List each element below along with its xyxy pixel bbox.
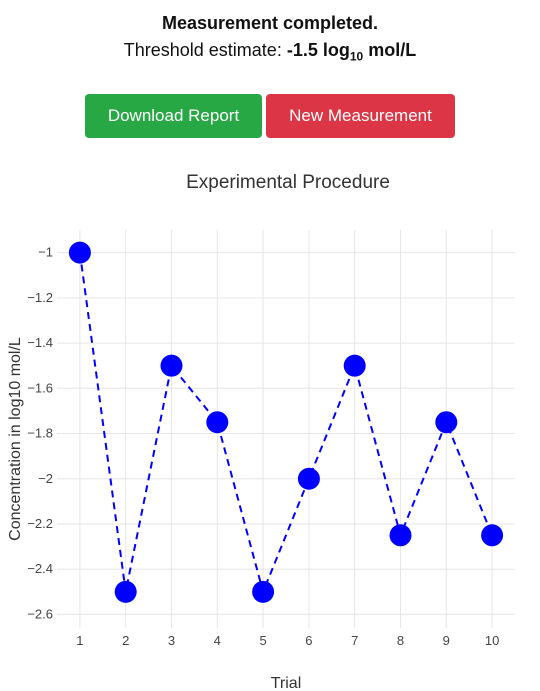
threshold-label: Threshold estimate: [123, 40, 287, 60]
data-point [114, 580, 137, 603]
series-layer [68, 241, 504, 603]
x-tick-label: 8 [397, 633, 404, 648]
x-tick-label: 9 [443, 633, 450, 648]
y-tick-label: −2.2 [27, 516, 53, 531]
data-point [343, 354, 366, 377]
threshold-unit-suffix: mol/L [363, 40, 417, 60]
y-axis-label: Concentration in log10 mol/L [7, 337, 24, 541]
y-tick-label: −2 [38, 471, 53, 486]
series-line [78, 252, 494, 595]
data-point [160, 354, 183, 377]
action-buttons: Download Report New Measurement [0, 94, 540, 138]
threshold-unit-prefix: log [322, 40, 350, 60]
threshold-estimate: Threshold estimate: -1.5 log10 mol/L [0, 36, 540, 71]
data-point [252, 580, 275, 603]
y-tick-labels: −1 −1.2 −1.4 −1.6 −1.8 −2 −2.2 −2.4 −2.6 [27, 245, 53, 622]
chart-title: Experimental Procedure [186, 172, 390, 193]
status-panel: Measurement completed. Threshold estimat… [0, 10, 540, 71]
x-axis-label: Trial [271, 675, 302, 691]
download-report-button[interactable]: Download Report [85, 94, 262, 138]
x-tick-label: 1 [76, 633, 83, 648]
new-measurement-button[interactable]: New Measurement [266, 94, 455, 138]
data-point [206, 411, 229, 434]
grid-layer [57, 230, 515, 628]
data-point [481, 524, 504, 547]
y-tick-label: −1.8 [27, 426, 53, 441]
threshold-value: -1.5 [286, 40, 318, 60]
y-tick-label: −2.4 [27, 561, 53, 576]
data-point [389, 524, 412, 547]
x-tick-label: 7 [351, 633, 358, 648]
x-tick-label: 3 [168, 633, 175, 648]
x-tick-label: 4 [214, 633, 221, 648]
x-tick-label: 6 [305, 633, 312, 648]
y-tick-label: −1.2 [27, 290, 53, 305]
y-tick-label: −1 [38, 245, 53, 260]
x-tick-labels: 1 2 3 4 5 6 7 8 9 10 [76, 633, 499, 648]
y-tick-label: −1.4 [27, 335, 53, 350]
data-point [68, 241, 91, 264]
data-point [297, 467, 320, 490]
threshold-unit-sub: 10 [349, 49, 364, 64]
x-tick-label: 10 [485, 633, 499, 648]
status-title: Measurement completed. [161, 13, 379, 33]
x-tick-label: 2 [122, 633, 129, 648]
data-point [435, 411, 458, 434]
threshold-value-group: -1.5 log10 mol/L [286, 40, 417, 64]
y-tick-label: −1.6 [27, 380, 53, 395]
x-tick-label: 5 [259, 633, 266, 648]
y-tick-label: −2.6 [27, 606, 53, 621]
